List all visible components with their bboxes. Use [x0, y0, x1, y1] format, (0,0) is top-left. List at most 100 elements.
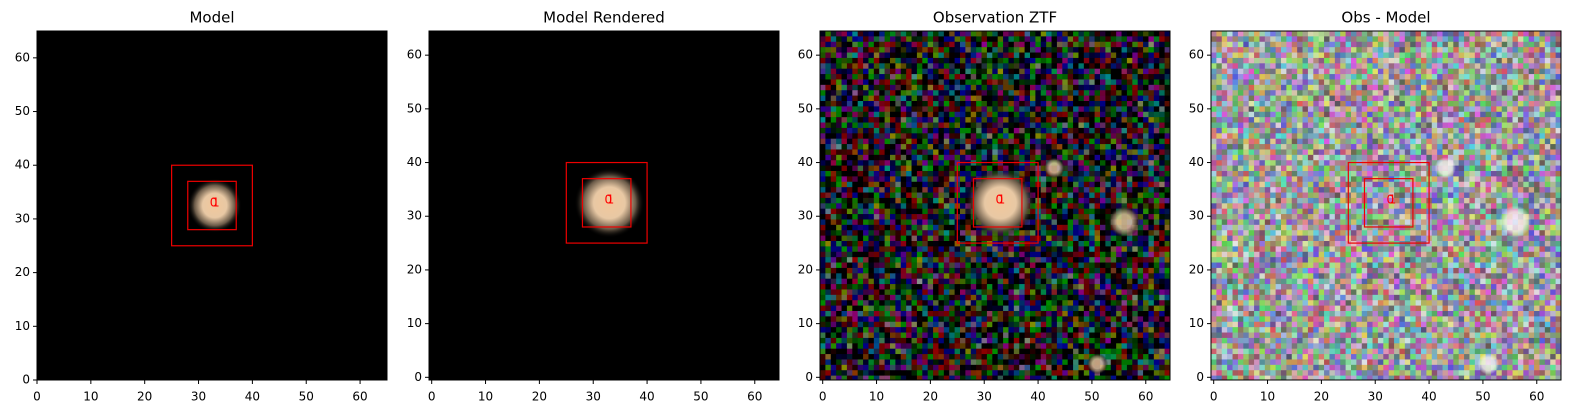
pixel: [943, 278, 950, 285]
pixel: [943, 348, 950, 355]
pixel: [1137, 294, 1144, 301]
pixel: [1126, 36, 1133, 43]
pixel: [1132, 79, 1138, 86]
pixel: [884, 84, 891, 91]
pixel: [1056, 343, 1063, 349]
pixel: [1013, 74, 1020, 80]
pixel: [1137, 84, 1144, 91]
pixel: [954, 359, 961, 366]
pixel: [1062, 101, 1068, 107]
pixel: [900, 122, 907, 129]
pixel: [1008, 343, 1015, 349]
pixel: [873, 208, 880, 215]
pixel: [895, 332, 902, 339]
pixel: [965, 31, 972, 37]
pixel: [1094, 47, 1101, 53]
pixel: [976, 375, 982, 380]
pixel: [1544, 36, 1551, 43]
pixel: [1116, 284, 1122, 290]
pixel: [1046, 79, 1052, 86]
pixel: [868, 241, 875, 247]
pixel: [1164, 208, 1170, 215]
pixel: [911, 337, 918, 344]
pixel: [863, 192, 869, 199]
pixel: [1137, 203, 1144, 209]
pixel: [890, 354, 896, 360]
pixel: [927, 284, 934, 290]
pixel: [997, 311, 1004, 317]
pixel: [890, 149, 896, 156]
pixel: [911, 57, 918, 64]
pixel: [1474, 31, 1481, 37]
pixel: [1078, 251, 1085, 258]
pixel: [954, 321, 961, 328]
pixel: [890, 106, 896, 113]
pixel: [954, 300, 961, 306]
pixel: [911, 203, 918, 209]
pixel: [1008, 327, 1015, 333]
pixel: [1089, 241, 1095, 247]
pixel: [970, 370, 977, 376]
pixel: [1153, 52, 1160, 59]
pixel: [895, 208, 902, 215]
pixel: [933, 95, 939, 102]
pixel: [1227, 52, 1233, 59]
pixel: [857, 230, 864, 236]
pixel: [1121, 375, 1128, 380]
pixel: [1507, 68, 1513, 75]
pixel: [1143, 165, 1149, 172]
pixel: [1019, 348, 1025, 355]
pixel: [900, 79, 907, 86]
pixel: [1469, 63, 1476, 69]
pixel: [841, 41, 848, 48]
pixel: [922, 160, 928, 166]
pixel: [1100, 273, 1106, 279]
pixel: [922, 138, 928, 145]
pixel: [900, 117, 907, 123]
pixel: [986, 41, 993, 48]
pixel: [1437, 63, 1443, 69]
pixel: [933, 332, 939, 339]
pixel: [960, 241, 966, 247]
pixel: [825, 133, 832, 139]
pixel: [1367, 36, 1373, 43]
pixel: [1073, 138, 1079, 145]
pixel: [1143, 154, 1149, 161]
pixel: [1318, 31, 1325, 37]
x-tick-label: 0: [819, 390, 827, 404]
pixel: [970, 230, 977, 236]
pixel: [1051, 257, 1058, 263]
pixel: [841, 364, 848, 371]
pixel: [1062, 359, 1068, 366]
pixel: [911, 224, 918, 231]
pixel: [1232, 36, 1239, 43]
pixel: [1067, 144, 1074, 150]
pixel: [830, 370, 837, 376]
pixel: [1089, 106, 1095, 113]
pixel: [830, 208, 837, 215]
pixel: [868, 74, 875, 80]
pixel: [949, 208, 955, 215]
pixel: [846, 273, 853, 279]
pixel: [1116, 41, 1122, 48]
pixel: [933, 160, 939, 166]
pixel: [1035, 354, 1042, 360]
y-tick-label: 10: [407, 316, 422, 330]
pixel: [873, 273, 880, 279]
pixel: [986, 138, 993, 145]
pixel: [1030, 63, 1036, 69]
pixel: [879, 332, 885, 339]
pixel: [1480, 47, 1486, 53]
pixel: [1148, 181, 1155, 188]
pixel: [1132, 192, 1138, 199]
pixel: [879, 52, 885, 59]
pixel: [1329, 31, 1336, 37]
pixel: [986, 284, 993, 290]
pixel: [1121, 106, 1128, 113]
pixel: [1035, 138, 1042, 145]
pixel: [1153, 68, 1160, 75]
pixel: [841, 57, 848, 64]
pixel: [1089, 57, 1095, 64]
pixel: [1377, 47, 1384, 53]
pixel: [1089, 294, 1095, 301]
